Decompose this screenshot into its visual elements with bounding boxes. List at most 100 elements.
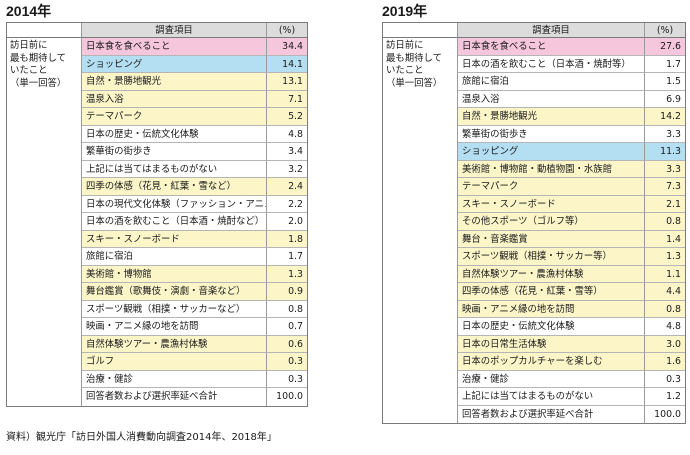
row-label: 日本のポップカルチャーを楽しむ [458,353,645,371]
row-value: 4.8 [267,125,307,143]
header-percent: (%) [267,23,307,38]
survey-table-2014: 調査項目 (%) 訪日前に 最も期待して いたこと （単一回答） 日本食を食べること 34.4… [6,22,308,407]
row-value: 2.4 [267,178,307,196]
row-label: 映画・アニメ縁の地を訪問 [82,318,267,336]
row-label: 四季の体感（花見・紅葉・雪など） [82,178,267,196]
question-line: 最も期待して [386,52,442,64]
row-label: ゴルフ [82,353,267,371]
row-value: 1.2 [645,388,685,406]
row-value: 0.6 [267,335,307,353]
row-value: 0.3 [267,370,307,388]
row-label: 日本の酒を飲むこと（日本酒・焼酎など） [82,213,267,231]
row-label: 美術館・博物館・動植物園・水族館 [458,160,645,178]
row-label: スポーツ観戦（相撲・サッカー等） [458,248,645,266]
row-label: 日本の日常生活体験 [458,335,645,353]
survey-table-2019: 調査項目 (%) 訪日前に 最も期待して いたこと （単一回答） 日本食を食べること 27.6… [382,22,686,424]
row-label: 日本食を食べること [82,38,267,56]
row-label: 日本の現代文化体験（ファッション・アニメなど） [82,195,267,213]
row-label: 繁華街の街歩き [82,143,267,161]
question-line: 訪日前に [10,40,48,51]
row-label: 温泉入浴 [458,90,645,108]
source-note: 資料）観光庁「訪日外国人消費動向調査2014年、2018年」 [6,432,277,443]
row-value: 4.4 [645,283,685,301]
row-label: テーマパーク [458,178,645,196]
row-value: 3.0 [645,335,685,353]
row-label: その他スポーツ（ゴルフ等） [458,213,645,231]
row-label: 日本の酒を飲むこと（日本酒・焼酎等） [458,55,645,73]
row-label: スキー・スノーボード [458,195,645,213]
row-value: 100.0 [267,388,307,406]
row-value: 7.1 [267,90,307,108]
row-value: 2.1 [645,195,685,213]
row-label: 上記には当てはまるものがない [458,388,645,406]
row-value: 1.4 [645,230,685,248]
row-value: 5.2 [267,108,307,126]
year-title-2014: 2014年 [6,3,52,19]
row-value: 27.6 [645,38,685,56]
row-label: 映画・アニメ縁の地を訪問 [458,300,645,318]
row-value: 6.9 [645,90,685,108]
row-value: 0.3 [645,370,685,388]
row-label: 回答者数および選択率延べ合計 [82,388,267,406]
row-value: 3.4 [267,143,307,161]
row-value: 0.8 [645,300,685,318]
row-value: 1.8 [267,230,307,248]
row-label: 自然体験ツアー・農漁村体験 [458,265,645,283]
row-label: 自然・景勝地観光 [458,108,645,126]
row-label: 旅館に宿泊 [82,248,267,266]
year-title-2019: 2019年 [382,3,428,19]
row-value: 0.9 [267,283,307,301]
row-value: 14.2 [645,108,685,126]
row-label: 美術館・博物館 [82,265,267,283]
row-value: 0.8 [645,213,685,231]
row-label: テーマパーク [82,108,267,126]
row-label: 日本の歴史・伝統文化体験 [458,318,645,336]
row-label: 自然体験ツアー・農漁村体験 [82,335,267,353]
row-value: 1.6 [645,353,685,371]
row-label: ショッピング [458,143,645,161]
question-line: （単一回答） [10,77,67,89]
row-value: 14.1 [267,55,307,73]
row-label: スキー・スノーボード [82,230,267,248]
row-label: 舞台・音楽鑑賞 [458,230,645,248]
row-value: 100.0 [645,405,685,423]
row-value: 2.2 [267,195,307,213]
row-label: 回答者数および選択率延べ合計 [458,405,645,423]
row-label: 四季の体感（花見・紅葉・雪等） [458,283,645,301]
row-value: 34.4 [267,38,307,56]
row-value: 2.0 [267,213,307,231]
row-value: 1.3 [267,265,307,283]
question-cell: 訪日前に 最も期待して いたこと （単一回答） [7,38,82,406]
row-value: 3.2 [267,160,307,178]
row-label: ショッピング [82,55,267,73]
header-percent: (%) [645,23,685,38]
row-value: 0.3 [267,353,307,371]
row-value: 1.1 [645,265,685,283]
row-label: スポーツ観戦（相撲・サッカーなど） [82,300,267,318]
question-line: （単一回答） [386,77,443,89]
row-label: 舞台鑑賞（歌舞伎・演劇・音楽など） [82,283,267,301]
row-value: 3.3 [645,125,685,143]
header-blank-cell [7,23,82,38]
header-item: 調査項目 [458,23,645,38]
row-value: 4.8 [645,318,685,336]
row-label: 治療・健診 [82,370,267,388]
panel-2014: 2014年 調査項目 (%) 訪日前に 最も期待して いたこと （単一回答） 日本食を食べる… [6,0,308,407]
row-value: 11.3 [645,143,685,161]
row-label: 温泉入浴 [82,90,267,108]
row-label: 旅館に宿泊 [458,73,645,91]
question-cell: 訪日前に 最も期待して いたこと （単一回答） [383,38,458,423]
question-line: 訪日前に [386,40,424,51]
row-label: 治療・健診 [458,370,645,388]
row-value: 1.7 [267,248,307,266]
header-item: 調査項目 [82,23,267,38]
row-label: 自然・景勝地観光 [82,73,267,91]
question-line: いたこと [10,65,48,76]
row-label: 日本食を食べること [458,38,645,56]
question-line: いたこと [386,65,424,76]
row-value: 3.3 [645,160,685,178]
header-blank-cell [383,23,458,38]
row-value: 1.5 [645,73,685,91]
row-label: 日本の歴史・伝統文化体験 [82,125,267,143]
row-value: 13.1 [267,73,307,91]
